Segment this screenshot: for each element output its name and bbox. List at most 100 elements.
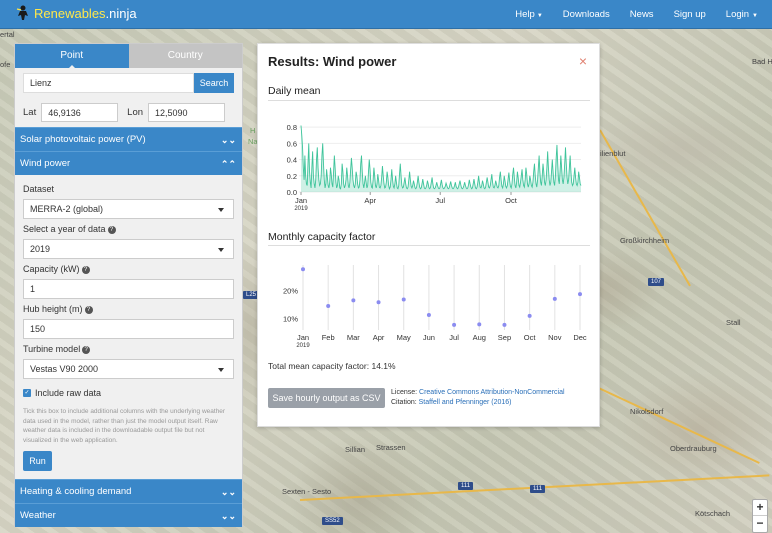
tab-point[interactable]: Point: [15, 44, 129, 69]
x-tick-label: Dec: [573, 333, 587, 342]
raw-data-row: ✓ Include raw data: [23, 388, 234, 398]
save-csv-button[interactable]: Save hourly output as CSV: [268, 388, 385, 408]
raw-data-help: Tick this box to include additional colu…: [23, 408, 226, 444]
nav-downloads[interactable]: Downloads: [562, 9, 610, 20]
nav-signup[interactable]: Sign up: [673, 9, 706, 20]
road-badge: 107: [648, 278, 665, 286]
monthly-chart-title: Monthly capacity factor: [268, 231, 376, 243]
map-label: ilienblut: [600, 149, 626, 158]
navbar: Renewables .ninja Help ▼ Downloads News Si…: [0, 0, 772, 29]
nav-help[interactable]: Help ▼: [515, 9, 543, 20]
data-point: [477, 322, 482, 327]
map-label: Oberdrauburg: [670, 444, 717, 453]
chevron-double-down-icon: ⌄⌄: [220, 135, 236, 145]
dataset-select[interactable]: MERRA-2 (global): [23, 199, 234, 219]
map-label: ofe: [0, 60, 11, 69]
help-icon[interactable]: ?: [82, 346, 91, 354]
y-tick-label: 20%: [283, 286, 298, 295]
section-solar-label: Solar photovoltaic power (PV): [20, 134, 146, 145]
y-tick-label: 10%: [283, 315, 298, 324]
lon-label: Lon: [127, 106, 144, 118]
daily-area: [301, 125, 581, 192]
nav-login[interactable]: Login ▼: [725, 9, 758, 20]
nav-news[interactable]: News: [629, 9, 654, 20]
data-point: [301, 267, 305, 272]
license-info: License: Creative Commons Attribution-No…: [391, 389, 565, 406]
brand[interactable]: Renewables .ninja: [16, 5, 137, 21]
section-solar[interactable]: Solar photovoltaic power (PV) ⌄⌄: [15, 127, 242, 151]
x-tick-label: Oct: [524, 333, 537, 342]
zoom-in-button[interactable]: +: [753, 500, 767, 516]
ninja-logo-icon: [16, 5, 28, 20]
chevron-double-down-icon: ⌄⌄: [220, 511, 236, 521]
x-tick-label: Apr: [364, 196, 376, 205]
data-point: [502, 322, 507, 327]
search-button[interactable]: Search: [194, 73, 234, 93]
help-icon[interactable]: ?: [84, 306, 93, 314]
results-panel: Results: Wind power × Daily mean 0.0 0.2 0…: [257, 43, 600, 427]
location-input[interactable]: Lienz: [23, 73, 194, 93]
daily-chart-title: Daily mean: [268, 85, 321, 97]
citation-link[interactable]: Staffell and Pfenninger (2016): [418, 399, 512, 406]
road-badge: 111: [530, 485, 546, 493]
section-weather[interactable]: Weather ⌄⌄: [15, 503, 242, 527]
y-tick-label: 0.0: [287, 188, 297, 197]
map-label: Bad H: [752, 57, 772, 66]
map-label: ertal: [0, 30, 15, 39]
lat-label: Lat: [23, 106, 37, 118]
divider: [268, 100, 590, 101]
x-tick-label: Nov: [548, 333, 562, 342]
x-tick-label: Jun: [423, 333, 435, 342]
section-heating-label: Heating & cooling demand: [20, 486, 132, 497]
turbine-select[interactable]: Vestas V90 2000: [23, 359, 234, 379]
hub-height-input[interactable]: 150: [23, 319, 234, 339]
hub-height-label: Hub height (m)?: [23, 304, 234, 316]
map-label: Nikolsdorf: [630, 407, 664, 416]
x-tick-label: Mar: [347, 333, 360, 342]
zoom-out-button[interactable]: −: [756, 516, 764, 530]
y-tick-label: 0.8: [287, 123, 297, 132]
year-select[interactable]: 2019: [23, 239, 234, 259]
run-button[interactable]: Run: [23, 451, 52, 471]
close-icon[interactable]: ×: [578, 53, 587, 69]
caret-down-icon: ▼: [752, 13, 758, 19]
section-heating[interactable]: Heating & cooling demand ⌄⌄: [15, 479, 242, 503]
caret-down-icon: [218, 248, 224, 252]
raw-data-label: Include raw data: [35, 388, 102, 398]
nav-links: Help ▼ Downloads News Sign up Login ▼: [495, 0, 758, 29]
caret-down-icon: [218, 208, 224, 212]
road-badge: SS52: [322, 517, 343, 525]
help-icon[interactable]: ?: [81, 266, 90, 274]
lat-input[interactable]: 46,9136: [41, 102, 119, 122]
x-tick-label: Oct: [505, 196, 518, 205]
section-wind-label: Wind power: [20, 158, 71, 169]
x-tick-sublabel: 2019: [296, 343, 310, 348]
map-label: Sexten - Sesto: [282, 487, 332, 496]
year-label: Select a year of data?: [23, 224, 234, 236]
data-point: [527, 313, 532, 318]
map-label: Strassen: [376, 443, 406, 452]
help-icon[interactable]: ?: [107, 226, 116, 234]
map-label: Stall: [726, 318, 741, 327]
road-badge: 111: [458, 482, 474, 490]
turbine-label: Turbine model?: [23, 344, 234, 356]
capacity-input[interactable]: 1: [23, 279, 234, 299]
lon-input[interactable]: 12,5090: [148, 102, 225, 122]
raw-data-checkbox[interactable]: ✓: [23, 389, 31, 397]
map-label: Na: [248, 137, 258, 146]
dataset-label: Dataset: [23, 184, 55, 194]
data-point: [376, 300, 381, 305]
section-wind[interactable]: Wind power ⌃⌃: [15, 151, 242, 175]
x-tick-label: Jan: [295, 196, 307, 205]
tab-country[interactable]: Country: [128, 44, 242, 68]
y-tick-label: 0.2: [287, 172, 297, 181]
map-zoom-control: + −: [752, 499, 768, 533]
data-point: [552, 296, 557, 301]
map-label: H: [250, 126, 256, 135]
brand-name: Renewables: [34, 5, 106, 21]
y-tick-label: 0.6: [287, 139, 297, 148]
license-link[interactable]: Creative Commons Attribution-NonCommerci…: [419, 389, 565, 396]
settings-panel: Point Country Lienz Search Lat 46,9136 L…: [14, 43, 243, 527]
section-weather-label: Weather: [20, 510, 56, 521]
data-point: [426, 313, 431, 318]
